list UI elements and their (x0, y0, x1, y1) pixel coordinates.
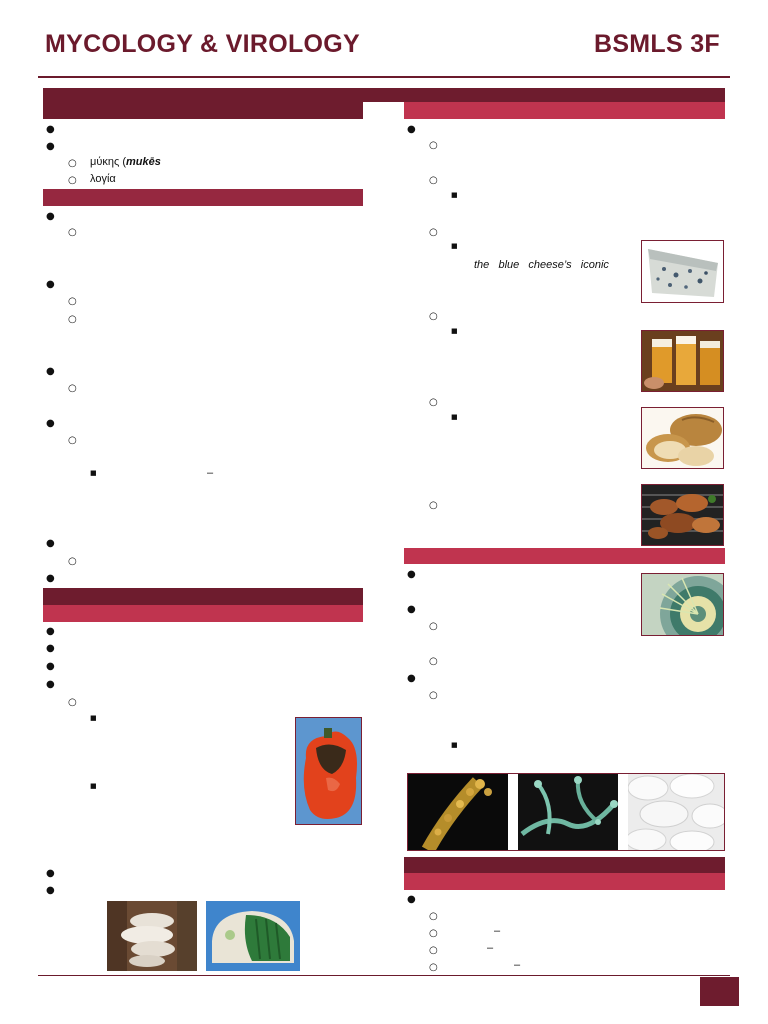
bullet: ● (407, 673, 416, 684)
bullet: ● (46, 279, 55, 290)
left-heading-bar-3 (43, 588, 363, 605)
right-heading-bar-4 (404, 873, 725, 890)
left-heading-bar-4 (43, 605, 363, 622)
bullet: ● (407, 569, 416, 580)
bullet: ● (407, 124, 416, 135)
right-heading-bar-2 (404, 548, 725, 564)
dash: – (494, 925, 501, 937)
dash: – (207, 467, 214, 479)
bullet: ● (46, 661, 55, 672)
footer-rule (38, 975, 730, 976)
bullet: ● (46, 643, 55, 654)
right-heading-bar-1 (404, 102, 725, 119)
sub-bullet: ○ (429, 500, 438, 511)
greek-term-logia: λογία (90, 173, 116, 185)
bullet: ● (46, 211, 55, 222)
sub-bullet: ○ (429, 311, 438, 322)
section-code: BSMLS 3F (593, 30, 720, 58)
sub-bullet: ○ (429, 621, 438, 632)
blue-cheese-caption: the blue cheese’s iconic (474, 259, 609, 271)
bullet: ● (46, 885, 55, 896)
bullet: ● (46, 538, 55, 549)
sub-bullet: ○ (68, 556, 77, 567)
sub-bullet: ○ (68, 227, 77, 238)
moldy-bread-photo (206, 901, 300, 971)
bullet: ● (46, 626, 55, 637)
bullet: ● (46, 679, 55, 690)
course-title: MYCOLOGY & VIROLOGY (45, 30, 360, 58)
bullet: ● (46, 141, 55, 152)
right-heading-bar-3 (404, 857, 725, 873)
square-bullet: ■ (451, 327, 458, 335)
bullet: ● (46, 573, 55, 584)
bullet: ● (46, 418, 55, 429)
left-heading-bar-2 (43, 189, 363, 206)
sub-bullet: ○ (68, 175, 77, 186)
sub-bullet: ○ (429, 690, 438, 701)
sub-bullet: ○ (429, 962, 438, 973)
top-banner (43, 88, 725, 102)
sub-bullet: ○ (429, 397, 438, 408)
sub-bullet: ○ (68, 296, 77, 307)
square-bullet: ■ (451, 413, 458, 421)
left-heading-bar-1 (43, 102, 363, 119)
square-bullet: ■ (451, 191, 458, 199)
sub-bullet: ○ (68, 314, 77, 325)
dash: – (487, 942, 494, 954)
sub-bullet: ○ (429, 140, 438, 151)
square-bullet: ■ (90, 782, 97, 790)
dash: – (514, 959, 521, 971)
micrograph-strip (407, 773, 725, 851)
blue-cheese-photo (641, 240, 724, 303)
sub-bullet: ○ (429, 656, 438, 667)
page-number-box (700, 977, 739, 1006)
square-bullet: ■ (90, 469, 97, 477)
sub-bullet: ○ (68, 158, 77, 169)
bullet: ● (46, 124, 55, 135)
header-rule (38, 76, 730, 78)
sub-bullet: ○ (68, 383, 77, 394)
sub-bullet: ○ (68, 697, 77, 708)
beer-photo (641, 330, 724, 392)
sub-bullet: ○ (429, 175, 438, 186)
hyphae-micrograph-photo (518, 774, 618, 850)
bullet: ● (46, 366, 55, 377)
square-bullet: ■ (451, 741, 458, 749)
bullet: ● (407, 894, 416, 905)
bullet: ● (407, 604, 416, 615)
mushrooms-photo (641, 484, 724, 546)
sub-bullet: ○ (429, 911, 438, 922)
sub-bullet: ○ (429, 945, 438, 956)
penicillium-plate-photo (641, 573, 724, 636)
bracket-fungus-photo (107, 901, 197, 971)
conidiophore-micrograph-photo (408, 774, 508, 850)
sub-bullet: ○ (429, 227, 438, 238)
bullet: ● (46, 868, 55, 879)
sub-bullet: ○ (68, 435, 77, 446)
greek-term-mukes: μύκης (mukēs (90, 156, 161, 168)
square-bullet: ■ (451, 242, 458, 250)
bread-photo (641, 407, 724, 469)
yeast-colonies-photo (625, 774, 724, 850)
square-bullet: ■ (90, 714, 97, 722)
sub-bullet: ○ (429, 928, 438, 939)
moldy-pepper-photo (295, 717, 362, 825)
